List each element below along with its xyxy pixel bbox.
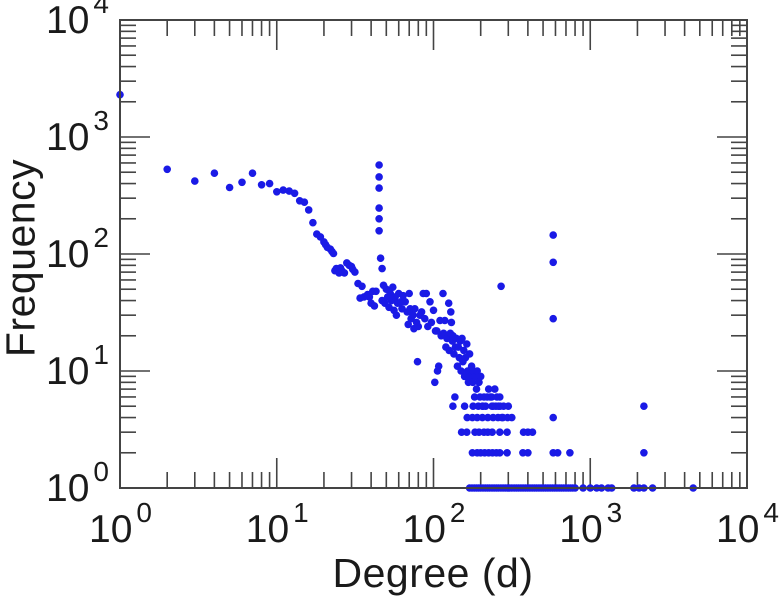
x-axis-title: Degree (d) (332, 550, 534, 596)
tick-label: 10 4 (716, 497, 779, 551)
tick-label: 10 0 (89, 497, 152, 551)
data-points (116, 90, 697, 492)
y-axis-title: Frequency (0, 158, 44, 358)
plot-frame (119, 19, 748, 489)
tick-label: 10 0 (46, 456, 109, 510)
tick-label: 10 2 (403, 497, 466, 551)
axis-ticks (120, 20, 747, 488)
tick-label: 10 1 (246, 497, 309, 551)
tick-label: 10 4 (46, 0, 109, 42)
tick-label: 10 3 (46, 105, 109, 159)
tick-label: 10 3 (559, 497, 622, 551)
tick-label: 10 1 (46, 339, 109, 393)
x-axis-tick-labels: 10 0 10 1 10 2 10 3 10 4 (89, 497, 779, 551)
tick-label: 10 2 (46, 222, 109, 276)
